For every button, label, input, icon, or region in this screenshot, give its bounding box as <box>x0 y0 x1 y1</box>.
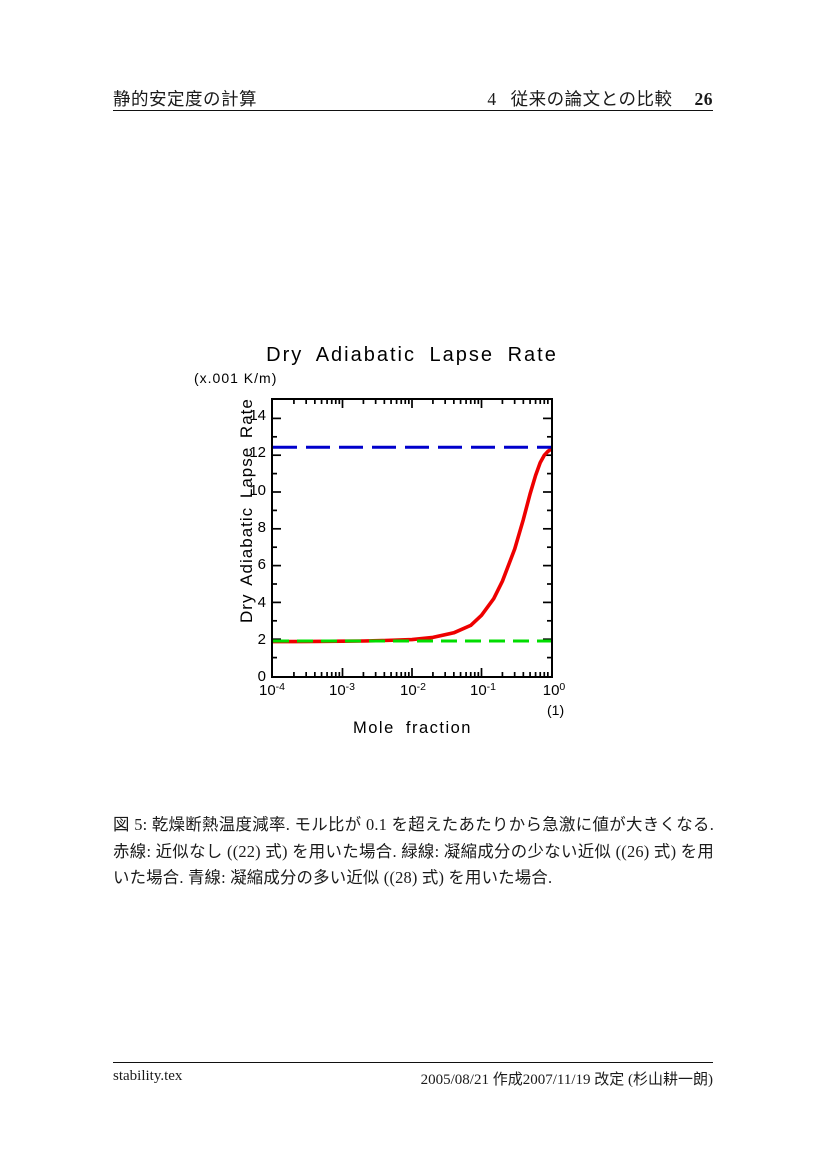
footer-filename: stability.tex <box>113 1068 183 1084</box>
section-title: 従来の論文との比較 <box>510 89 673 109</box>
x-tick-label: 10-2 <box>399 681 427 699</box>
header-rule <box>113 110 713 112</box>
caption-body: 乾燥断熱温度減率. モル比が 0.1 を超えたあたりから急激に値が大きくなる. … <box>113 815 714 887</box>
x-tick-label: 100 <box>542 681 566 699</box>
section-number: 4 <box>487 89 497 109</box>
y-units-label: (x.001 K/m) <box>194 370 278 386</box>
plot-area-svg <box>273 400 551 676</box>
y-tick-label: 8 <box>257 519 266 536</box>
x-axis-label: Mole fraction <box>353 719 472 737</box>
y-tick-label: 6 <box>257 556 266 573</box>
y-tick-label: 2 <box>257 631 266 648</box>
footer-rule <box>113 1062 713 1064</box>
plot-area <box>271 398 553 678</box>
y-tick-label: 4 <box>257 594 266 611</box>
page-number: 26 <box>694 89 713 109</box>
header-running-title: 静的安定度の計算 <box>113 89 257 109</box>
y-tick-label: 12 <box>249 444 266 461</box>
y-tick-label: 0 <box>257 668 266 685</box>
y-tick-label: 14 <box>249 407 266 424</box>
x-tick-label: 10-4 <box>258 681 286 699</box>
figure-caption: 図 5: 乾燥断熱温度減率. モル比が 0.1 を超えたあたりから急激に値が大き… <box>113 812 714 892</box>
chart-title: Dry Adiabatic Lapse Rate <box>266 344 558 366</box>
x-tick-label: 10-3 <box>328 681 356 699</box>
y-tick-label: 10 <box>249 482 266 499</box>
caption-prefix: 図 5: <box>113 815 148 834</box>
header-section-info: 4 従来の論文との比較 26 <box>487 86 713 111</box>
x-tick-label: 10-1 <box>469 681 497 699</box>
footer-date-author: 2005/08/21 作成2007/11/19 改定 (杉山耕一朗) <box>420 1072 713 1088</box>
x-units-label: (1) <box>547 702 565 718</box>
